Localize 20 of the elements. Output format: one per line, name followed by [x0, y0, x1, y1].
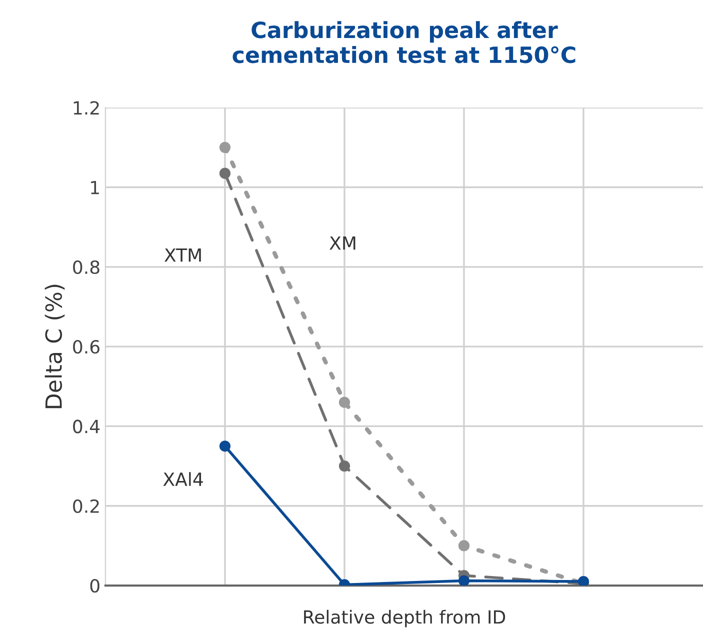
- chart-title: Carburization peak after cementation test at 1150°C: [232, 21, 576, 64]
- point: [219, 168, 231, 179]
- series-label: XAl4: [163, 472, 203, 486]
- point: [219, 440, 231, 452]
- text: XM: [330, 236, 356, 250]
- point: [338, 396, 350, 408]
- y-axis-title: Delta C (%): [44, 284, 65, 408]
- text: XTM: [164, 248, 201, 262]
- point: [458, 540, 470, 552]
- point: [338, 460, 350, 472]
- y-tick-label: 0.6: [73, 340, 100, 354]
- y-tick-label: 0.8: [73, 260, 100, 274]
- y-tick-label: 1: [91, 180, 99, 194]
- x-axis-title: Relative depth from ID: [304, 610, 506, 628]
- y-tick-label: 0.4: [73, 420, 100, 434]
- y-tick-label: 0.2: [73, 499, 99, 513]
- point: [219, 142, 231, 153]
- y-tick-label: 0: [90, 578, 100, 593]
- point: [458, 575, 470, 586]
- y-tick-label: 1.2: [74, 101, 99, 114]
